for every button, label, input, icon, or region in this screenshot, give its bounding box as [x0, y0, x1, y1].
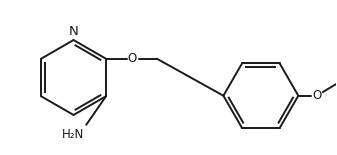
- Text: O: O: [312, 89, 321, 102]
- Text: H₂N: H₂N: [62, 128, 84, 141]
- Text: O: O: [127, 52, 136, 65]
- Text: N: N: [69, 25, 79, 38]
